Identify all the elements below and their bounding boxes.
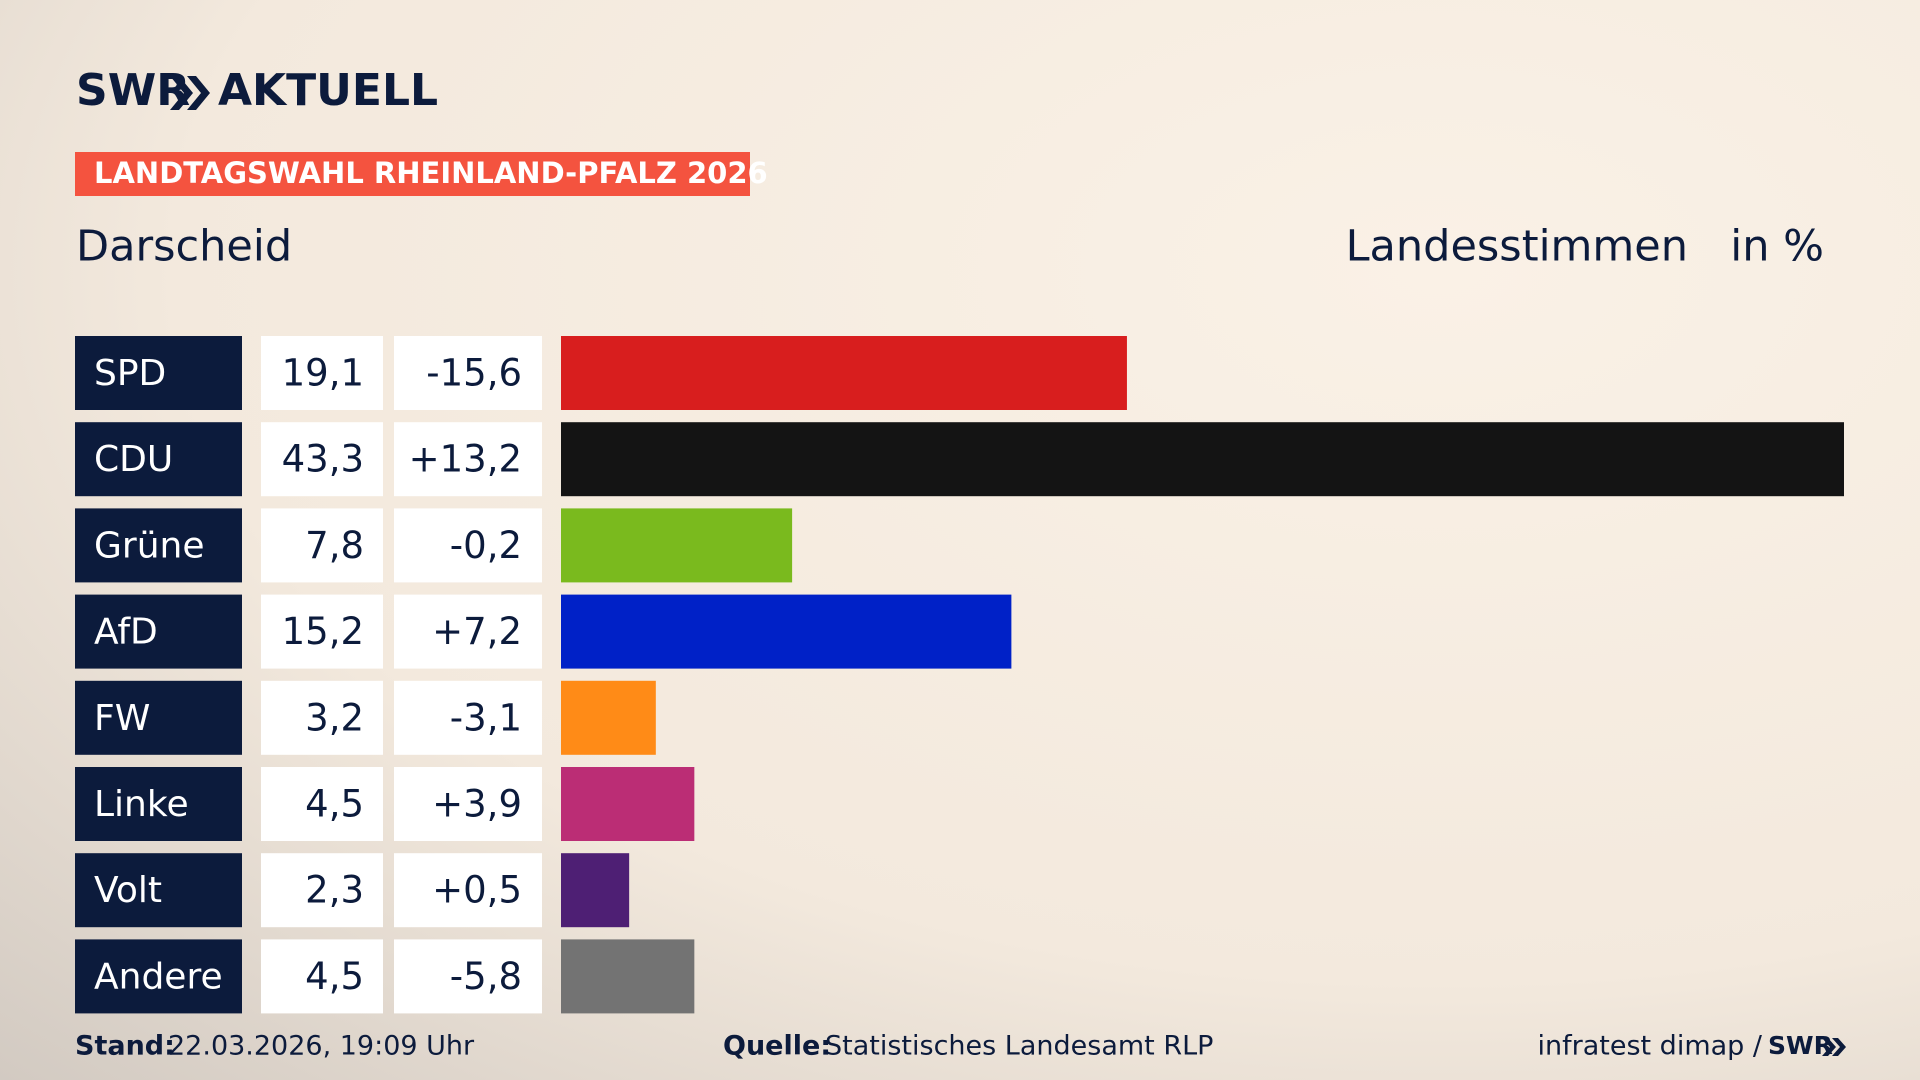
party-label: Linke <box>94 784 189 825</box>
value-label: 4,5 <box>305 955 364 998</box>
value-box <box>261 508 383 583</box>
source: Statistisches Landesamt RLP <box>825 1031 1213 1062</box>
value-label: 19,1 <box>282 352 364 395</box>
value-box <box>261 594 383 669</box>
bar <box>561 767 695 841</box>
stand-label: Stand: <box>75 1031 175 1062</box>
change-label: +13,2 <box>409 438 522 481</box>
party-box <box>75 767 242 841</box>
change-label: -0,2 <box>450 524 522 567</box>
change-box <box>394 680 542 755</box>
change-box <box>394 853 542 928</box>
value-box <box>261 422 383 497</box>
party-box <box>75 939 242 1014</box>
bar <box>561 680 656 755</box>
brand: SWR <box>76 65 190 116</box>
brand-chevrons <box>170 76 210 110</box>
party-label: Andere <box>94 956 223 997</box>
bar <box>561 939 695 1014</box>
source-label: Quelle: <box>723 1031 831 1062</box>
value-box <box>261 680 383 755</box>
party-box <box>75 680 242 755</box>
party-label: Grüne <box>94 525 204 566</box>
change-box <box>394 336 542 410</box>
change-box <box>394 508 542 583</box>
party-label: SPD <box>94 353 166 394</box>
bar <box>561 422 1844 497</box>
change-label: -15,6 <box>426 352 522 395</box>
value-label: 3,2 <box>305 696 364 739</box>
party-label: CDU <box>94 439 173 480</box>
chart-title: Darscheid <box>76 222 292 272</box>
change-box <box>394 422 542 497</box>
party-label: Volt <box>94 870 162 911</box>
badge <box>75 152 750 196</box>
change-box <box>394 939 542 1014</box>
credit-brand: SWR <box>1768 1031 1833 1060</box>
credit: infratest dimap / <box>1537 1031 1762 1062</box>
change-label: +7,2 <box>432 610 522 653</box>
badge-text: LANDTAGSWAHL RHEINLAND-PFALZ 2026 <box>94 156 768 190</box>
party-box <box>75 336 242 410</box>
stand: 22.03.2026, 19:09 Uhr <box>168 1031 475 1062</box>
credit-chevrons <box>1822 1038 1846 1056</box>
change-label: +0,5 <box>432 869 522 912</box>
value-label: 15,2 <box>282 610 364 653</box>
value-box <box>261 767 383 841</box>
party-label: FW <box>94 698 150 739</box>
subtitle: Landesstimmen <box>1346 222 1688 272</box>
party-box <box>75 853 242 928</box>
bar <box>561 594 1012 669</box>
rows: SPD 19,1 -15,6 CDU 43,3 +13,2 Grüne 7,8 -0,2 AfD 1… <box>75 336 1844 1014</box>
value-box <box>261 853 383 928</box>
brand-suffix: AKTUELL <box>218 65 438 116</box>
change-box <box>394 594 542 669</box>
party-box <box>75 508 242 583</box>
party-box <box>75 594 242 669</box>
value-label: 4,5 <box>305 783 364 826</box>
bar <box>561 853 630 928</box>
change-box <box>394 767 542 841</box>
value-label: 2,3 <box>305 869 364 912</box>
bar <box>561 508 793 583</box>
unit: in % <box>1730 222 1824 272</box>
bar <box>561 336 1127 410</box>
change-label: -3,1 <box>450 696 522 739</box>
change-label: +3,9 <box>432 783 522 826</box>
value-box <box>261 336 383 410</box>
value-label: 7,8 <box>305 524 364 567</box>
value-label: 43,3 <box>282 438 364 481</box>
party-box <box>75 422 242 497</box>
value-box <box>261 939 383 1014</box>
change-label: -5,8 <box>450 955 522 998</box>
party-label: AfD <box>94 612 158 653</box>
